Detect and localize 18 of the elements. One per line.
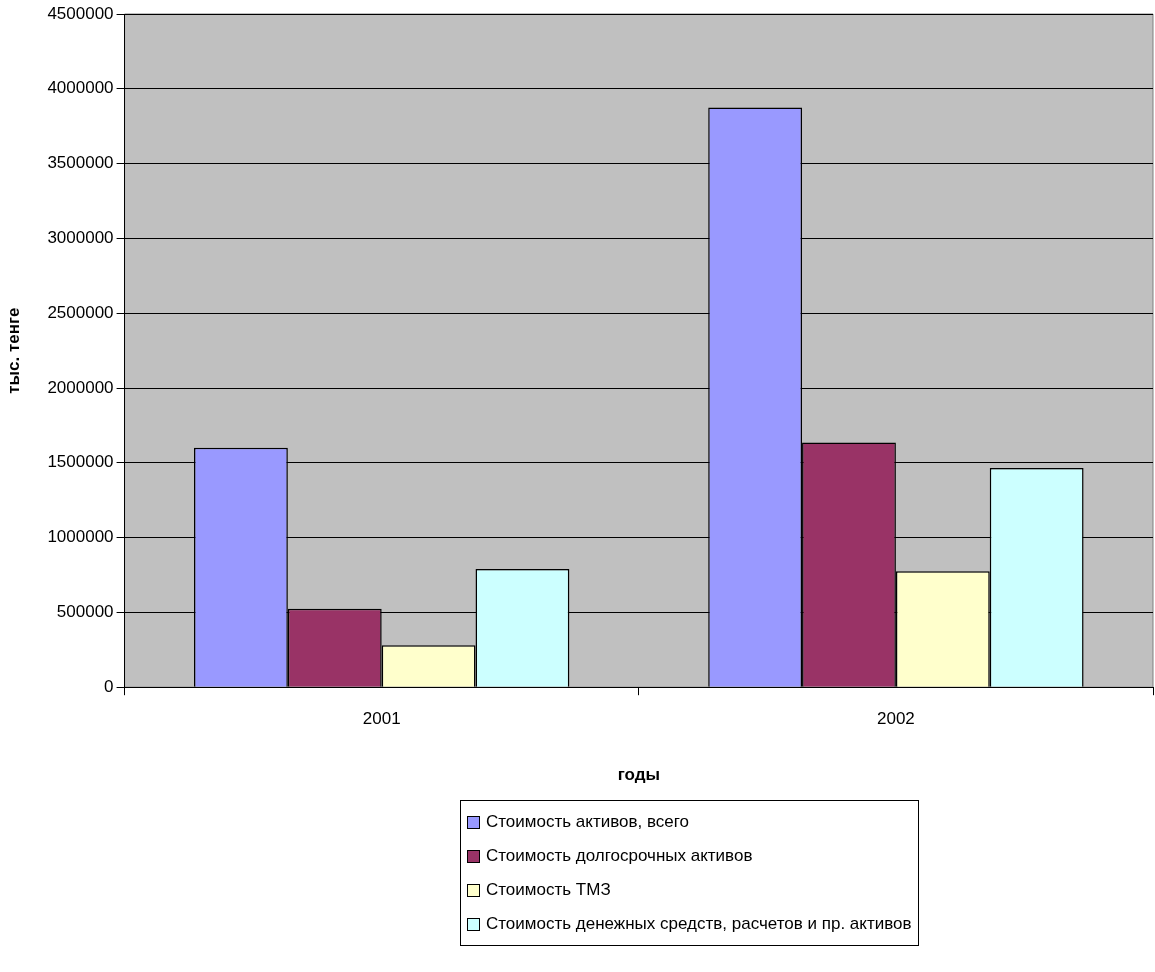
y-tick-label: 3500000 bbox=[47, 153, 114, 173]
y-tick-label: 3000000 bbox=[47, 228, 114, 248]
legend-label: Стоимость денежных средств, расчетов и пр. активов bbox=[486, 914, 912, 934]
x-tick-label: 2002 bbox=[876, 709, 915, 729]
y-tick-label: 0 bbox=[104, 676, 114, 696]
x-axis-title: годы bbox=[617, 765, 660, 785]
x-tick-label: 2001 bbox=[362, 709, 401, 729]
y-tick-label: 2500000 bbox=[47, 302, 114, 322]
legend-label: Стоимость активов, всего bbox=[486, 812, 690, 832]
y-tick-label: 500000 bbox=[56, 602, 114, 622]
y-tick-label: 4500000 bbox=[47, 3, 114, 23]
y-tick-label: 2000000 bbox=[47, 377, 114, 397]
y-tick-label: 1500000 bbox=[47, 452, 114, 472]
legend-label: Стоимость ТМЗ bbox=[486, 880, 611, 900]
y-tick-label: 4000000 bbox=[47, 78, 114, 98]
y-tick-label: 1000000 bbox=[47, 527, 114, 547]
y-axis-title: тыс. тенге bbox=[3, 307, 23, 394]
legend-label: Стоимость долгосрочных активов bbox=[486, 846, 753, 866]
